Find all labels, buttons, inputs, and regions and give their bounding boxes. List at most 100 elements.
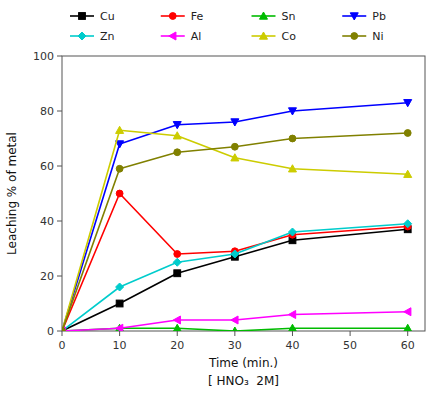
data-point [62,328,65,331]
y-tick-label: 60 [40,160,54,173]
series-line [62,229,408,331]
series [62,130,411,331]
y-tick [57,221,62,222]
data-point [404,100,412,107]
data-point [174,251,181,258]
data-point [288,324,296,331]
annotation: [ HNO₃ 2M] [208,374,279,388]
x-tick-label: 40 [285,339,299,352]
data-point [62,328,65,331]
data-point [231,119,239,126]
legend-label: Pb [372,10,386,23]
x-tick [177,331,178,336]
data-point [173,324,181,331]
y-tick-label: 0 [47,325,54,338]
series [62,220,412,331]
y-tick-label: 40 [40,215,54,228]
plot-area [62,100,412,331]
series [62,126,412,331]
data-point [116,324,124,331]
data-point [404,308,411,316]
data-point [231,250,239,258]
series [62,100,412,331]
series-line [62,133,408,331]
x-tick-label: 0 [59,339,66,352]
data-point [231,143,238,150]
x-tick [62,331,63,336]
data-point [116,300,123,307]
data-point [404,220,412,228]
data-point [404,130,411,137]
x-axis-label: Time (min.) [208,356,278,370]
series-line [62,224,408,331]
legend-marker [260,32,268,39]
data-point [62,328,66,331]
data-point [62,328,65,331]
series [62,308,411,331]
data-point [174,149,181,156]
legend-marker [169,13,176,20]
data-point [173,258,181,266]
legend: Cu Fe Sn Pb Zn Al Co Ni [70,10,386,43]
legend-label: Ni [372,30,383,43]
y-tick-label: 20 [40,270,54,283]
x-tick-label: 50 [343,339,357,352]
x-tick [350,331,351,336]
x-tick-label: 60 [401,339,415,352]
series [62,190,411,331]
series-line [62,130,408,331]
y-tick [57,331,62,332]
legend-marker [350,13,358,20]
legend-label: Sn [282,10,296,23]
data-point [174,270,181,277]
y-tick [57,56,62,57]
data-point [173,132,181,139]
legend-label: Fe [191,10,204,23]
data-point [404,170,412,177]
legend-marker [169,32,176,40]
data-point [231,154,239,161]
data-point [288,228,296,236]
x-tick [119,331,120,336]
data-point [116,324,123,331]
data-point [404,324,412,331]
series-line [62,194,408,332]
series-line [62,103,408,331]
x-tick [407,331,408,336]
plot-frame [62,56,425,331]
y-tick [57,111,62,112]
data-point [62,327,65,331]
legend-label: Zn [100,30,115,43]
y-tick [57,276,62,277]
y-tick-label: 100 [33,50,54,63]
data-point [288,311,295,319]
legend-marker [351,33,358,40]
series-line [62,312,408,331]
data-point [231,316,238,324]
y-tick-label: 80 [40,105,54,118]
data-point [116,165,123,172]
chart: 0 10 20 30 40 50 60 0 20 40 60 80 100 Time (min.) [ HN… [0,0,441,395]
y-axis-label: Leaching % of metal [5,132,19,255]
data-point [116,283,124,291]
legend-marker [79,13,86,20]
legend-label: Cu [100,10,115,23]
x-tick-label: 20 [170,339,184,352]
data-point [173,122,181,129]
x-tick-label: 10 [113,339,127,352]
x-tick-label: 30 [228,339,242,352]
legend-marker [78,32,86,40]
series [62,226,411,331]
x-tick [292,331,293,336]
data-point [173,316,180,324]
data-point [116,126,124,133]
series [62,324,412,331]
legend-label: Co [282,30,297,43]
data-point [288,108,296,115]
data-point [231,327,239,331]
legend-marker [260,12,268,19]
y-tick [57,166,62,167]
data-point [289,135,296,142]
legend-label: Al [191,30,202,43]
x-tick [234,331,235,336]
